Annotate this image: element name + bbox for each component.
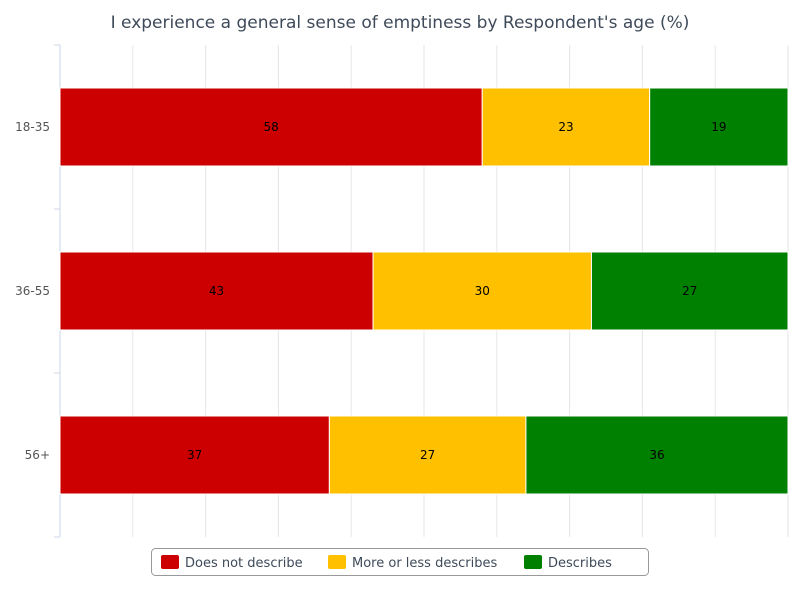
y-axis-labels: 18-35 36-55 56+: [15, 120, 50, 462]
legend-label: Does not describe: [185, 556, 303, 571]
bar-segment[interactable]: [59, 415, 330, 495]
y-tick-label: 36-55: [15, 284, 50, 298]
bar-segment[interactable]: [59, 87, 483, 167]
data-label: 37: [187, 448, 202, 462]
legend-item[interactable]: Describes: [524, 555, 612, 571]
bar-segment[interactable]: [481, 87, 651, 167]
data-label: 27: [420, 448, 435, 462]
y-tick-label: 56+: [25, 448, 50, 462]
legend-swatch: [161, 555, 179, 569]
legend-box: [151, 548, 649, 576]
bars: 58 23 19 43 30 27 37 27 36: [59, 87, 789, 495]
data-label: 58: [263, 120, 278, 134]
legend-label: More or less describes: [352, 556, 497, 571]
data-label: 27: [682, 284, 697, 298]
legend-label: Describes: [548, 556, 612, 571]
bar-segment[interactable]: [372, 251, 592, 331]
legend-item[interactable]: Does not describe: [161, 555, 303, 571]
bar-segment[interactable]: [59, 251, 374, 331]
bar-segment[interactable]: [525, 415, 789, 495]
bar-segment[interactable]: [328, 415, 527, 495]
chart-title: I experience a general sense of emptines…: [111, 13, 690, 33]
legend-swatch: [328, 555, 346, 569]
data-label: 30: [475, 284, 490, 298]
bar-segment[interactable]: [590, 251, 789, 331]
data-label: 19: [711, 120, 726, 134]
data-label: 23: [558, 120, 573, 134]
legend: Does not describe More or less describes D…: [151, 548, 649, 576]
legend-item[interactable]: More or less describes: [328, 555, 497, 571]
bar-segment[interactable]: [649, 87, 789, 167]
data-label: 36: [649, 448, 664, 462]
legend-swatch: [524, 555, 542, 569]
data-label: 43: [209, 284, 224, 298]
y-tick-label: 18-35: [15, 120, 50, 134]
